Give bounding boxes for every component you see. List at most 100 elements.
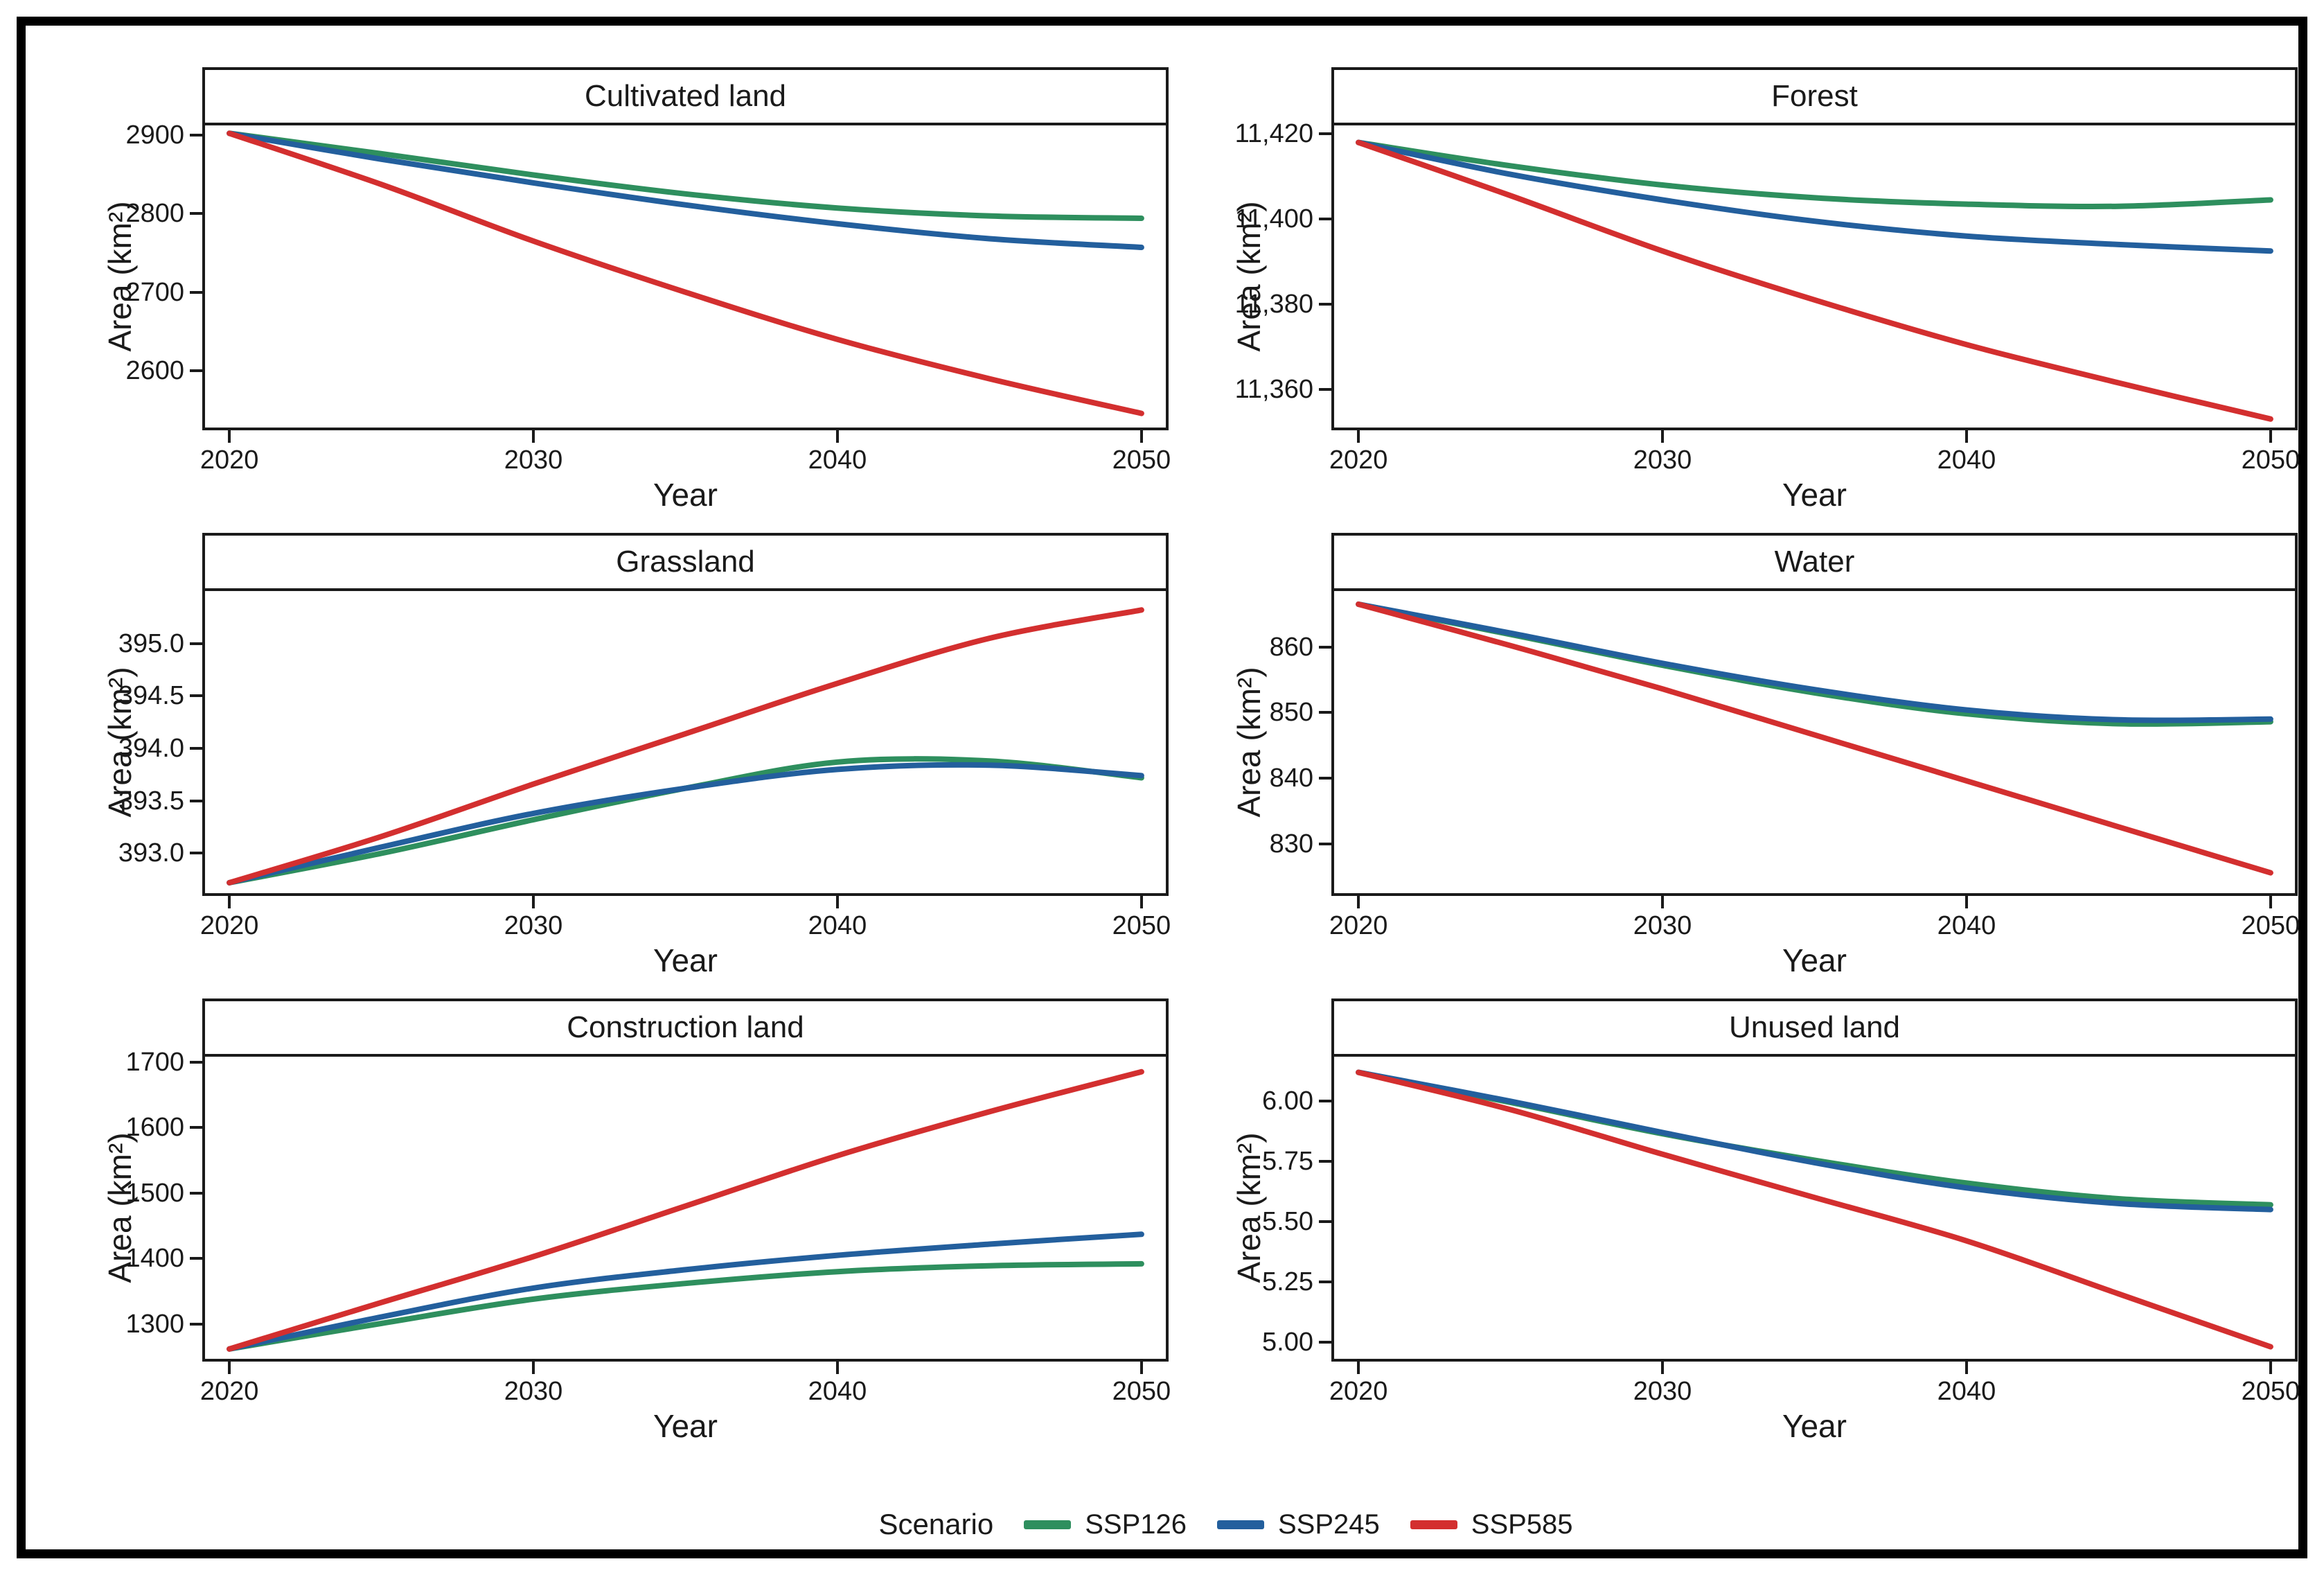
x-tick-label: 2030 [504,1377,563,1406]
y-tick-label: 394.0 [118,734,184,764]
panel-title: Cultivated land [584,79,787,113]
y-tick-mark [1319,1340,1334,1344]
x-tick-label: 2050 [2241,446,2300,475]
panel-water: Water 830 840 850 860 2020 2030 2040 2050 Area (k… [1188,522,2317,987]
legend-entry-ssp126: SSP126 [1024,1509,1187,1540]
y-tick-label: 5.50 [1262,1206,1313,1236]
panel-strip: Unused land [1331,998,2298,1057]
y-tick-mark [190,852,205,855]
y-tick-mark [1319,842,1334,845]
x-tick-label: 2020 [1329,1377,1388,1406]
legend-label: SSP126 [1085,1508,1187,1540]
x-tick-mark [1139,1362,1143,1374]
x-tick-label: 2030 [1633,911,1692,940]
panel-strip: Cultivated land [202,67,1169,125]
series-lines [227,607,1144,886]
y-axis-label: Area (km²) [1231,667,1267,818]
x-axis-label: Year [653,1408,718,1444]
y-tick-mark [190,212,205,215]
panel-title: Grassland [616,545,755,579]
panel-cultivated-land: Cultivated land 2600 2700 2800 2900 2020 2030 2… [59,56,1188,522]
x-tick-mark [532,1362,535,1374]
x-tick-label: 2040 [1937,911,1996,940]
y-tick-mark [1319,1280,1334,1283]
x-tick-mark [1357,430,1360,443]
y-tick-label: 394.5 [118,681,184,711]
panel-strip: Forest [1331,67,2298,125]
line-SSP126 [227,1260,1144,1352]
y-tick-label: 11,360 [1234,374,1313,404]
line-SSP245 [1356,601,2273,723]
x-tick-label: 2030 [1633,446,1692,475]
y-tick-mark [190,799,205,802]
y-tick-label: 2700 [125,277,184,307]
y-axis-label: Area (km²) [102,667,138,818]
y-tick-label: 1700 [125,1047,184,1077]
line-SSP585 [1356,1069,2273,1350]
line-SSP126 [227,756,1144,886]
y-tick-label: 5.25 [1262,1267,1313,1296]
y-tick-mark [190,290,205,294]
y-tick-label: 850 [1269,698,1313,728]
plot-area [1331,123,2298,430]
x-tick-label: 2050 [1112,1377,1171,1406]
x-tick-mark [532,896,535,908]
y-tick-label: 860 [1269,632,1313,662]
y-tick-mark [1319,218,1334,221]
x-tick-label: 2020 [199,446,259,475]
panel-title: Construction land [567,1010,804,1044]
x-tick-mark [1661,1362,1665,1374]
y-tick-label: 5.00 [1262,1327,1313,1357]
series-lines [227,1068,1144,1352]
x-axis-label: Year [1782,1408,1847,1444]
x-tick-mark [835,1362,839,1374]
series-lines [1356,139,2273,422]
x-tick-label: 2020 [199,911,259,940]
x-tick-mark [228,1362,231,1374]
y-tick-label: 395.0 [118,628,184,658]
y-tick-label: 6.00 [1262,1086,1313,1116]
line-SSP245 [1356,139,2273,254]
y-axis-label: Area (km²) [102,201,138,352]
x-tick-mark [1357,896,1360,908]
line-SSP126 [1356,139,2273,209]
y-tick-mark [1319,1100,1334,1103]
y-tick-label: 2600 [125,356,184,386]
y-tick-label: 1600 [125,1113,184,1143]
line-SSP585 [227,130,1144,416]
y-tick-mark [190,1060,205,1064]
y-tick-mark [190,642,205,645]
plot-area [1331,1054,2298,1362]
legend-swatch-ssp585 [1410,1520,1457,1529]
y-tick-mark [1319,777,1334,780]
x-axis-label: Year [1782,942,1847,978]
x-axis-label: Year [653,477,718,513]
plot-area [202,123,1169,430]
x-tick-mark [835,896,839,908]
y-tick-label: 393.0 [118,838,184,868]
x-tick-label: 2040 [808,911,867,940]
legend: Scenario SSP126 SSP245 SSP585 [64,1493,2324,1556]
x-tick-mark [2269,430,2272,443]
panel-title: Water [1774,545,1855,579]
y-tick-mark [1319,387,1334,391]
y-tick-mark [190,133,205,137]
legend-swatch-ssp126 [1024,1520,1072,1529]
line-SSP585 [227,1068,1144,1352]
x-tick-label: 2030 [1633,1377,1692,1406]
legend-entry-ssp585: SSP585 [1410,1509,1573,1540]
x-axis-label: Year [1782,477,1847,513]
line-SSP585 [1356,601,2273,876]
y-axis-label: Area (km²) [1231,1132,1267,1283]
panel-strip: Construction land [202,998,1169,1057]
x-tick-mark [1964,430,1968,443]
x-tick-mark [1357,1362,1360,1374]
y-tick-mark [1319,711,1334,714]
line-SSP245 [227,1231,1144,1352]
legend-swatch-ssp245 [1216,1520,1264,1529]
y-tick-mark [190,1257,205,1260]
line-SSP245 [1356,1069,2273,1213]
x-tick-mark [1964,1362,1968,1374]
y-tick-mark [1319,1220,1334,1223]
y-tick-mark [1319,132,1334,136]
